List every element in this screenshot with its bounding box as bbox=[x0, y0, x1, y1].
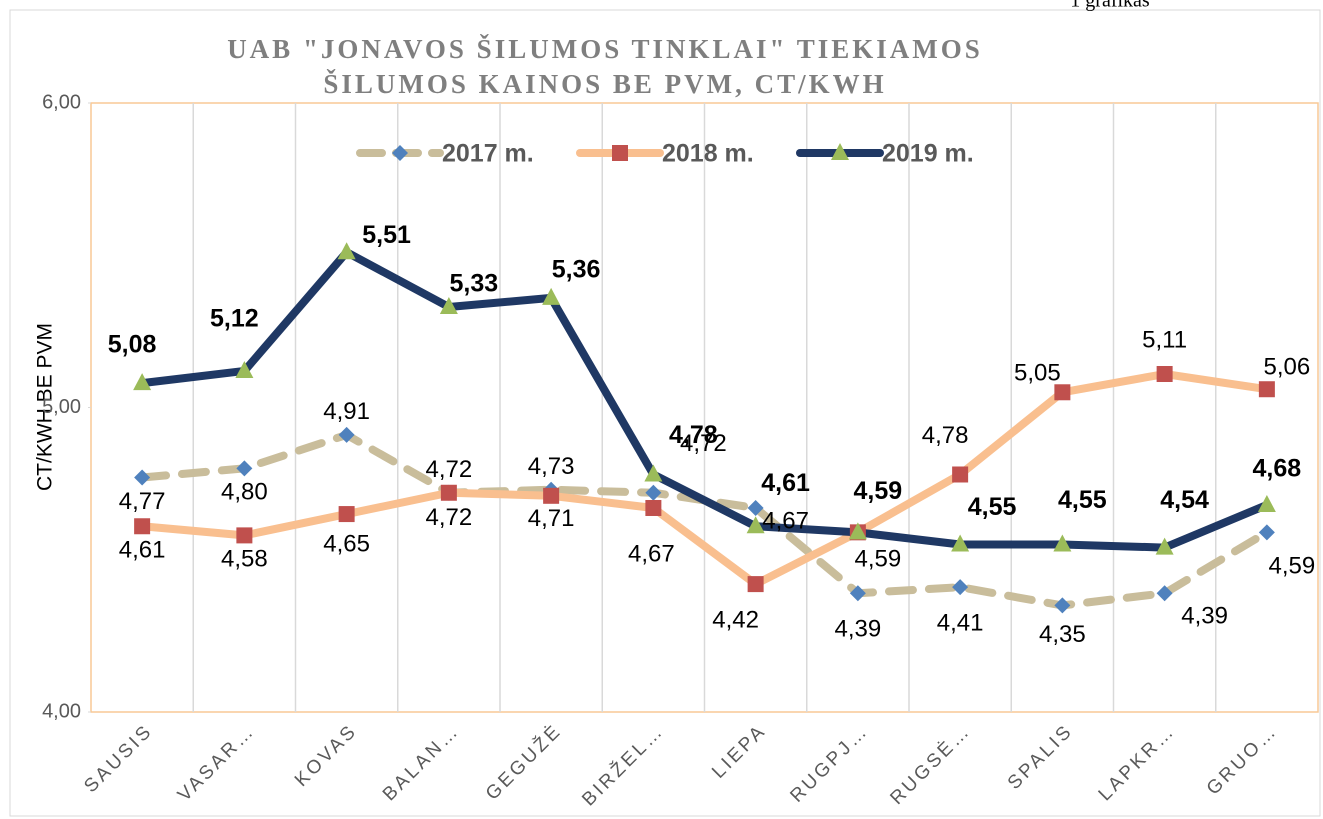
data-point bbox=[747, 499, 764, 516]
legend-label: 2019 m. bbox=[882, 140, 974, 168]
data-point bbox=[1156, 585, 1173, 602]
data-label: 4,72 bbox=[426, 504, 473, 531]
data-point bbox=[236, 460, 253, 477]
legend-marker bbox=[392, 145, 408, 161]
data-point bbox=[747, 576, 764, 593]
data-label: 4,39 bbox=[835, 616, 882, 643]
data-point bbox=[645, 484, 662, 501]
data-label: 4,42 bbox=[712, 606, 759, 633]
data-label: 5,33 bbox=[450, 270, 499, 298]
data-point bbox=[440, 484, 457, 501]
x-tick-label: RUGSĖ… bbox=[886, 720, 975, 809]
data-label: 4,41 bbox=[937, 609, 984, 636]
data-label: 4,35 bbox=[1039, 621, 1086, 648]
data-point bbox=[848, 522, 867, 540]
data-label: 4,91 bbox=[323, 398, 370, 425]
data-point bbox=[439, 297, 458, 315]
legend-label: 2018 m. bbox=[662, 140, 754, 168]
data-label: 4,71 bbox=[528, 505, 575, 532]
data-point bbox=[1054, 384, 1071, 401]
data-label: 4,39 bbox=[1181, 603, 1228, 630]
x-tick-label: LAPKR… bbox=[1095, 720, 1180, 805]
x-tick-label: RUGPJ… bbox=[786, 720, 873, 807]
data-point bbox=[951, 534, 970, 552]
data-label: 4,59 bbox=[855, 546, 902, 573]
data-label: 4,72 bbox=[426, 456, 473, 483]
y-tick-label: 6,00 bbox=[42, 91, 81, 113]
data-point bbox=[849, 585, 866, 602]
data-label: 4,61 bbox=[119, 537, 166, 564]
data-label: 4,55 bbox=[1058, 486, 1107, 514]
data-point bbox=[133, 373, 152, 391]
data-label: 4,65 bbox=[323, 530, 370, 557]
data-label: 4,58 bbox=[221, 546, 268, 573]
x-tick-label: BALAN… bbox=[379, 720, 464, 805]
x-tick-label: KOVAS bbox=[291, 720, 362, 791]
series-line bbox=[138, 248, 1271, 552]
y-tick-label: 4,00 bbox=[42, 700, 81, 722]
data-point bbox=[1257, 494, 1276, 512]
data-point bbox=[1258, 524, 1275, 541]
data-label: 5,06 bbox=[1264, 354, 1311, 381]
data-point bbox=[952, 466, 969, 483]
legend-label: 2017 m. bbox=[442, 140, 534, 168]
data-point bbox=[1258, 381, 1275, 398]
data-label: 4,67 bbox=[628, 540, 675, 567]
x-tick-label: LIEPA bbox=[708, 720, 771, 783]
data-point bbox=[543, 487, 560, 504]
legend-marker bbox=[831, 143, 849, 160]
data-label: 4,72 bbox=[680, 430, 727, 457]
data-label: 4,54 bbox=[1160, 486, 1209, 514]
data-label: 4,55 bbox=[968, 493, 1017, 521]
x-tick-label: VASAR… bbox=[174, 720, 260, 806]
data-label: 4,73 bbox=[528, 453, 575, 480]
data-label: 4,67 bbox=[762, 507, 809, 534]
data-point bbox=[645, 499, 662, 516]
data-point bbox=[952, 579, 969, 596]
data-label: 5,05 bbox=[1014, 360, 1061, 387]
data-point bbox=[746, 516, 765, 534]
x-tick-label: SPALIS bbox=[1004, 720, 1078, 794]
data-point bbox=[1156, 366, 1173, 383]
data-point bbox=[542, 287, 561, 305]
data-label: 5,51 bbox=[362, 221, 411, 249]
data-point bbox=[1155, 537, 1174, 555]
x-tick-label: GEGUŽĖ bbox=[481, 720, 566, 805]
data-point bbox=[1053, 534, 1072, 552]
data-label: 4,80 bbox=[221, 479, 268, 506]
chart-title: UAB "JONAVOS ŠILUMOS TINKLAI" TIEKIAMOS bbox=[227, 34, 983, 64]
series-line bbox=[138, 370, 1271, 589]
y-axis-label: CT/KWH BE PVM bbox=[34, 323, 57, 491]
data-point bbox=[134, 469, 151, 486]
chart-subtitle: ŠILUMOS KAINOS BE PVM, CT/KWH bbox=[323, 69, 886, 99]
data-label: 5,11 bbox=[1142, 326, 1187, 353]
data-label: 4,78 bbox=[922, 422, 969, 449]
data-label: 4,78 bbox=[669, 421, 718, 449]
data-label: 4,59 bbox=[854, 477, 903, 505]
data-point bbox=[134, 518, 151, 535]
data-label: 4,77 bbox=[119, 488, 166, 515]
chart-border bbox=[9, 9, 1321, 817]
y-tick-label: 5,00 bbox=[42, 396, 81, 418]
corner-note: 1 grafikas bbox=[1070, 0, 1150, 12]
data-label: 4,61 bbox=[761, 469, 810, 497]
data-point bbox=[235, 360, 254, 378]
data-label: 5,08 bbox=[108, 331, 157, 359]
x-tick-label: BIRŽEL… bbox=[578, 720, 669, 811]
data-label: 4,68 bbox=[1253, 455, 1302, 483]
x-tick-label: GRUO… bbox=[1203, 720, 1282, 799]
data-point bbox=[1054, 597, 1071, 614]
data-point bbox=[337, 242, 356, 260]
data-label: 4,59 bbox=[1269, 553, 1316, 580]
x-tick-label: SAUSIS bbox=[80, 720, 157, 797]
data-point bbox=[236, 527, 253, 544]
data-point bbox=[338, 506, 355, 523]
data-point bbox=[338, 426, 355, 443]
data-point bbox=[644, 464, 663, 482]
data-label: 5,36 bbox=[552, 255, 601, 283]
data-label: 5,12 bbox=[210, 305, 259, 333]
legend-marker bbox=[612, 145, 628, 161]
